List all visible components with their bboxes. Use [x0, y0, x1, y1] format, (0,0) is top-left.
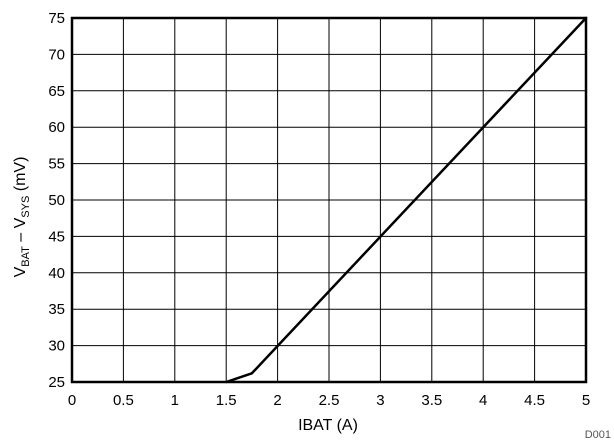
x-tick-label: 0.5 — [113, 392, 134, 409]
y-axis-label-dash: – — [12, 228, 29, 246]
x-tick-label: 4.5 — [524, 392, 545, 409]
series-layer — [224, 16, 588, 384]
y-axis-label-sub1: BAT — [20, 246, 32, 267]
y-tick-label: 65 — [48, 83, 65, 100]
y-tick-label: 30 — [48, 338, 65, 355]
y-tick-labels: 25 30 35 40 45 50 55 60 65 70 75 — [48, 10, 65, 391]
y-tick-label: 75 — [48, 10, 65, 27]
y-tick-label: 50 — [48, 192, 65, 209]
y-axis-label: VBAT – VSYS (mV) — [12, 157, 32, 278]
grid-lines — [71, 17, 587, 383]
y-tick-label: 35 — [48, 301, 65, 318]
y-axis-label-sub2: SYS — [20, 196, 32, 218]
x-tick-label: 5 — [582, 392, 590, 409]
y-tick-label: 70 — [48, 46, 65, 63]
x-axis-label: IBAT (A) — [298, 417, 358, 434]
y-tick-label: 45 — [48, 228, 65, 245]
x-tick-label: 1 — [171, 392, 179, 409]
x-tick-label: 3 — [376, 392, 384, 409]
y-axis-label-v1: V — [12, 266, 29, 277]
x-tick-label: 0 — [68, 392, 76, 409]
plot-frame — [70, 16, 588, 384]
y-tick-label: 55 — [48, 156, 65, 173]
x-tick-label: 2 — [273, 392, 281, 409]
series-line — [224, 16, 588, 384]
x-tick-label: 2.5 — [319, 392, 340, 409]
y-tick-label: 40 — [48, 265, 65, 282]
x-tick-label: 1.5 — [216, 392, 237, 409]
y-tick-label: 25 — [48, 374, 65, 391]
x-tick-label: 3.5 — [421, 392, 442, 409]
y-axis-label-v2: V — [12, 217, 29, 228]
figure-code: D001 — [585, 429, 611, 441]
y-axis-label-unit: (mV) — [12, 157, 29, 196]
x-tick-labels: 0 0.5 1 1.5 2 2.5 3 3.5 4 4.5 5 — [68, 392, 590, 409]
x-tick-label: 4 — [479, 392, 487, 409]
y-tick-label: 60 — [48, 119, 65, 136]
